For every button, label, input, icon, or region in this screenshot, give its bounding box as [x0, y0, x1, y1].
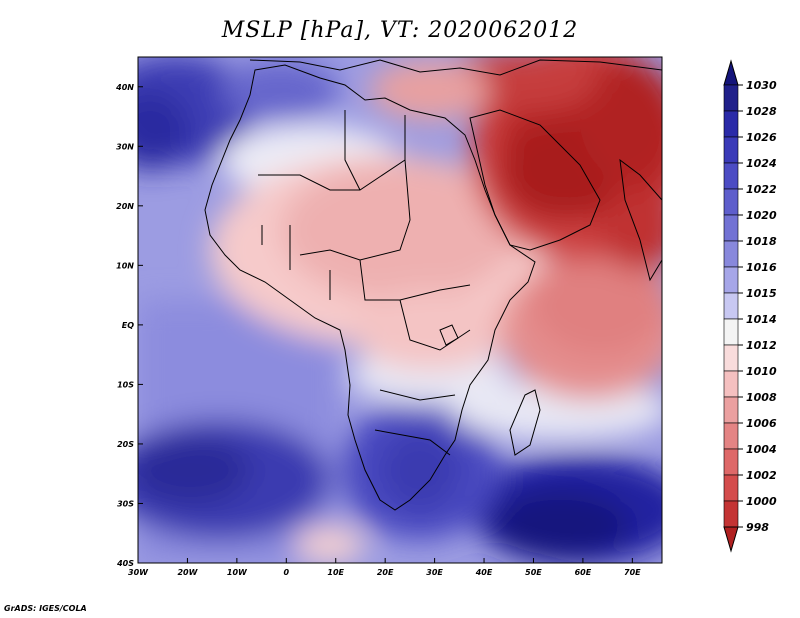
map-title: MSLP [hPa], VT: 2020062012: [221, 18, 579, 43]
colorbar-swatch: [723, 474, 739, 502]
y-tick-label: 20S: [117, 440, 134, 449]
y-tick-label: EQ: [122, 321, 134, 330]
y-tick-label: 10N: [116, 261, 134, 270]
colorbar-swatch: [723, 292, 739, 320]
colorbar-label: 1010: [746, 365, 777, 378]
colorbar-label: 1015: [746, 287, 777, 300]
colorbar-label: 1004: [746, 443, 777, 456]
colorbar-swatch: [723, 162, 739, 190]
colorbar-swatch: [723, 318, 739, 346]
colorbar-swatch: [723, 214, 739, 242]
colorbar-label: 1028: [746, 105, 777, 118]
colorbar-label: 1030: [746, 79, 777, 92]
colorbar-label: 1012: [746, 339, 777, 352]
y-tick-label: 10S: [117, 380, 134, 389]
colorbar-label: 1014: [746, 313, 777, 326]
x-tick-label: 40E: [475, 568, 493, 577]
colorbar-label: 1000: [746, 495, 777, 508]
colorbar-swatch: [723, 370, 739, 398]
colorbar-swatch: [723, 240, 739, 268]
colorbar-bottom-arrow: [723, 526, 739, 553]
colorbar-label: 1024: [746, 157, 777, 170]
y-tick-label: 20N: [116, 202, 134, 211]
colorbar-label: 1016: [746, 261, 777, 274]
x-tick-label: 10W: [227, 568, 248, 577]
x-axis: 30W 20W 10W 0 10E 20E 30E 40E 50E 60E 70E: [128, 558, 641, 577]
colorbar-swatch: [723, 422, 739, 450]
x-tick-label: 10E: [327, 568, 344, 577]
colorbar-label: 1022: [746, 183, 777, 196]
x-tick-label: 70E: [624, 568, 641, 577]
colorbar-swatch: [723, 110, 739, 138]
colorbar-swatch: [723, 500, 739, 528]
colorbar-swatch: [723, 266, 739, 294]
colorbar-swatch: [723, 344, 739, 372]
coastlines: [204, 59, 662, 511]
x-tick-label: 0: [284, 568, 290, 577]
colorbar: 1030 1028 1026 1024 1022 1020 1018 1016 1015 1014…: [723, 59, 777, 553]
colorbar-label: 1026: [746, 131, 777, 144]
colorbar-label: 998: [746, 521, 769, 534]
x-tick-label: 50E: [525, 568, 542, 577]
y-tick-label: 30N: [116, 142, 134, 151]
y-tick-label: 40S: [116, 559, 134, 568]
y-axis: 40N 30N 20N 10N EQ 10S 20S 30S 40S: [115, 83, 143, 568]
plot-frame: [137, 56, 663, 564]
colorbar-label: 1018: [746, 235, 777, 248]
x-tick-label: 30E: [426, 568, 443, 577]
colorbar-label: 1020: [746, 209, 777, 222]
y-tick-label: 30S: [117, 499, 134, 508]
x-tick-label: 60E: [575, 568, 592, 577]
colorbar-top-arrow: [723, 59, 739, 86]
colorbar-swatch: [723, 136, 739, 164]
colorbar-label: 1008: [746, 391, 777, 404]
x-tick-label: 20E: [377, 568, 394, 577]
pressure-field: [138, 57, 662, 563]
x-tick-label: 30W: [128, 568, 149, 577]
colorbar-label: 1002: [746, 469, 777, 482]
colorbar-swatch: [723, 448, 739, 476]
credit-text: GrADS: IGES/COLA: [4, 604, 87, 613]
colorbar-swatch: [723, 396, 739, 424]
x-tick-label: 20W: [177, 568, 198, 577]
colorbar-swatch: [723, 84, 739, 112]
y-tick-label: 40N: [115, 83, 134, 92]
colorbar-swatch: [723, 188, 739, 216]
colorbar-label: 1006: [746, 417, 777, 430]
